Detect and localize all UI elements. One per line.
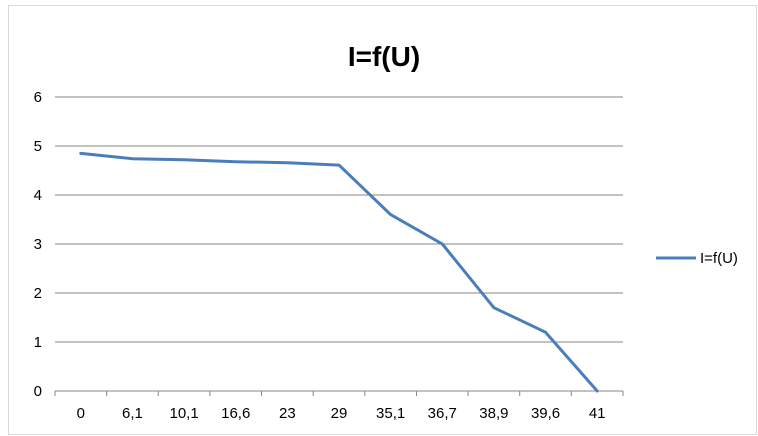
legend-label: I=f(U) bbox=[700, 250, 738, 267]
y-tick-label: 2 bbox=[34, 285, 42, 302]
series-layer bbox=[79, 151, 599, 393]
y-tick-label: 0 bbox=[34, 383, 42, 400]
x-tick-label: 6,1 bbox=[122, 405, 143, 422]
x-tick-label: 35,1 bbox=[376, 405, 405, 422]
x-tick-label: 38,9 bbox=[479, 405, 508, 422]
legend: I=f(U) bbox=[656, 250, 738, 267]
x-axis-tick-labels: 0 6,1 10,1 16,6 23 29 35,1 36,7 38,9 39,6 41 bbox=[54, 391, 624, 422]
x-tick-label: 41 bbox=[589, 405, 606, 422]
x-tick-label: 36,7 bbox=[428, 405, 457, 422]
y-tick-label: 1 bbox=[34, 334, 42, 351]
chart-title: I=f(U) bbox=[348, 41, 420, 72]
y-tick-label: 3 bbox=[34, 236, 42, 253]
series-line bbox=[79, 151, 599, 393]
x-tick-label: 16,6 bbox=[221, 405, 250, 422]
y-tick-label: 6 bbox=[34, 89, 42, 106]
x-tick-label: 29 bbox=[331, 405, 348, 422]
x-tick-label: 0 bbox=[77, 405, 85, 422]
y-tick-label: 4 bbox=[34, 187, 42, 204]
y-tick-label: 5 bbox=[34, 138, 42, 155]
x-tick-label: 10,1 bbox=[169, 405, 198, 422]
x-tick-label: 39,6 bbox=[531, 405, 560, 422]
gridlines bbox=[55, 96, 623, 392]
y-axis-tick-labels: 0 1 2 3 4 5 6 bbox=[34, 89, 42, 400]
x-tick-label: 23 bbox=[279, 405, 296, 422]
